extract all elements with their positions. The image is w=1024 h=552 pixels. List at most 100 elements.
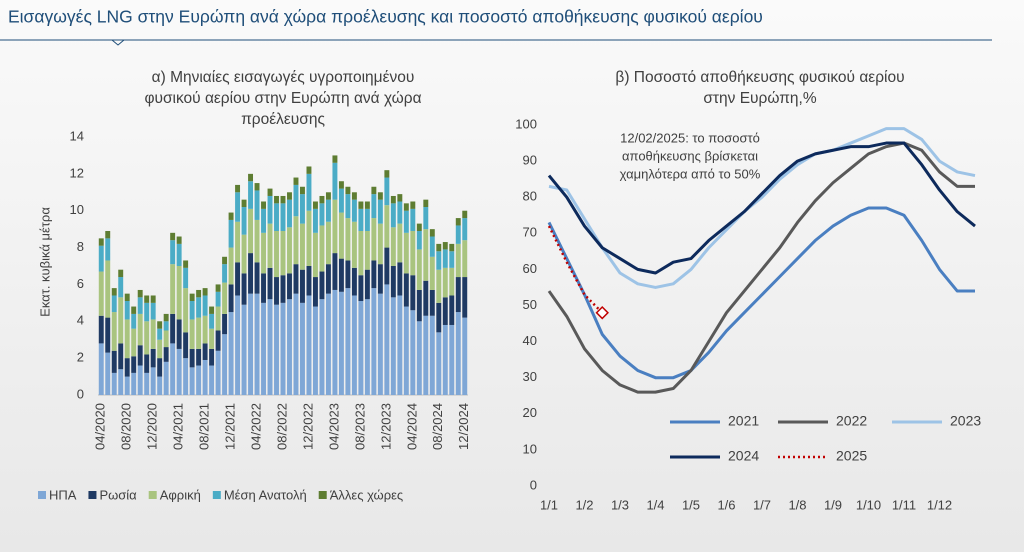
bar-segment — [319, 299, 325, 395]
y-tick-label: 6 — [77, 276, 84, 291]
bar-segment — [390, 227, 396, 266]
bar-segment — [241, 304, 247, 395]
bar-segment — [131, 372, 137, 395]
legend-swatch — [212, 491, 221, 499]
bar-segment — [416, 321, 422, 395]
bar-segment — [384, 284, 390, 395]
bar-segment — [449, 267, 455, 296]
bar-segment — [364, 269, 370, 300]
y-tick-label: 0 — [530, 477, 537, 492]
legend-label: 2025 — [836, 448, 867, 464]
bar-segment — [397, 295, 403, 395]
bar-segment — [306, 266, 312, 296]
bar-segment — [423, 207, 429, 230]
bar-segment — [124, 301, 130, 320]
legend-label: Μέση Ανατολή — [224, 487, 307, 502]
bar-segment — [254, 293, 260, 395]
bar-segment — [241, 199, 247, 208]
bar-segment — [137, 289, 143, 298]
bar-segment — [306, 210, 312, 266]
y-tick-label: 12 — [70, 165, 84, 180]
bar-segment — [364, 201, 370, 209]
legend-swatch — [88, 491, 97, 499]
bar-segment — [176, 243, 182, 266]
bar-segment — [189, 367, 195, 395]
bar-segment — [351, 295, 357, 395]
bar-segment — [254, 219, 260, 263]
bar-segment — [312, 201, 318, 209]
bar-segment — [228, 219, 234, 248]
bar-segment — [293, 177, 299, 185]
bar-segment — [111, 312, 117, 351]
bar-segment — [358, 275, 364, 302]
page-title: Εισαγωγές LNG στην Ευρώπη ανά χώρα προέλ… — [8, 7, 763, 27]
chart-title: προέλευσης — [241, 111, 325, 128]
bar-segment — [429, 256, 435, 290]
bar-segment — [410, 208, 416, 231]
bar-segment — [267, 223, 273, 268]
y-tick-label: 4 — [77, 313, 84, 328]
bar-segment — [416, 223, 422, 231]
bar-segment — [209, 313, 215, 329]
bar-segment — [306, 295, 312, 395]
bar-segment — [137, 365, 143, 395]
bar-segment — [358, 201, 364, 209]
bar-segment — [287, 199, 292, 228]
bar-segment — [300, 302, 305, 395]
bar-segment — [397, 194, 403, 202]
bar-segment — [176, 348, 182, 395]
bar-segment — [410, 275, 416, 311]
legend-label: 2023 — [950, 413, 981, 429]
bar-segment — [215, 284, 221, 292]
bar-segment — [325, 221, 331, 265]
bar-segment — [436, 302, 442, 333]
y-tick-label: 100 — [515, 116, 537, 131]
bar-segment — [248, 253, 254, 294]
bar-segment — [267, 267, 273, 300]
x-tick-label: 1/3 — [611, 497, 629, 512]
bar-segment — [462, 218, 468, 241]
bar-segment — [118, 269, 124, 278]
bar-segment — [215, 306, 221, 331]
legend-label: ΗΠΑ — [49, 487, 77, 502]
bar-segment — [442, 324, 448, 395]
annotation: 12/02/2025: το ποσοστό — [620, 130, 760, 145]
bar-segment — [105, 230, 111, 239]
bar-segment — [111, 372, 117, 395]
bar-segment — [416, 230, 422, 250]
bar-segment — [241, 273, 247, 305]
bar-segment — [384, 247, 390, 285]
bar-segment — [377, 264, 383, 294]
bar-segment — [131, 356, 137, 373]
bar-segment — [436, 269, 442, 303]
bar-segment — [254, 183, 260, 191]
bar-segment — [423, 199, 429, 208]
bar-segment — [241, 207, 247, 235]
legend-label: 2022 — [836, 413, 867, 429]
bar-segment — [196, 289, 202, 298]
bar-segment — [170, 264, 176, 314]
bar-segment — [124, 358, 130, 377]
bar-segment — [209, 365, 215, 395]
bar-segment — [300, 194, 305, 224]
bar-segment — [202, 359, 208, 395]
bar-segment — [163, 313, 169, 322]
bar-segment — [293, 264, 299, 294]
bar-segment — [209, 348, 215, 366]
bar-segment — [423, 315, 429, 395]
chart-title: β) Ποσοστό αποθήκευσης φυσικού αερίου — [615, 69, 904, 86]
bar-segment — [462, 240, 468, 278]
bar-segment — [377, 192, 383, 200]
bar-segment — [105, 260, 111, 318]
x-tick-label: 1/9 — [824, 497, 842, 512]
bar-segment — [351, 221, 357, 268]
bar-segment — [176, 319, 182, 349]
x-tick-label: 04/2021 — [171, 403, 186, 450]
line-series — [547, 141, 975, 394]
bar-segment — [436, 243, 442, 252]
line-series — [547, 225, 604, 314]
bar-segment — [267, 188, 273, 196]
annotation: αποθήκευσης βρίσκεται — [622, 148, 758, 163]
bar-segment — [312, 232, 318, 278]
bar-segment — [183, 260, 189, 268]
